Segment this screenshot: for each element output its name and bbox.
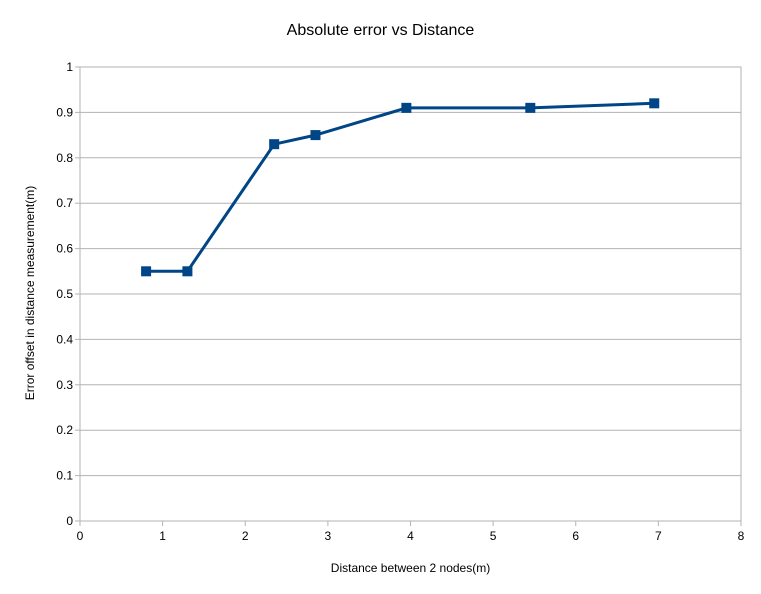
x-tick-label: 1 [159,529,166,543]
data-point [182,266,193,277]
y-tick-label: 0.1 [56,469,73,483]
data-point [525,102,536,113]
x-tick-label: 6 [572,529,579,543]
y-tick-label: 0.4 [56,332,73,346]
x-tick-label: 4 [407,529,414,543]
x-tick-label: 3 [325,529,332,543]
y-tick-label: 0.6 [56,242,73,256]
x-tick-label: 7 [655,529,662,543]
series-line [146,101,655,273]
data-point [649,98,660,109]
x-axis-label: Distance between 2 nodes(m) [330,561,491,575]
x-tick-label: 5 [490,529,497,543]
data-point [141,266,152,277]
x-tick-label: 8 [738,529,745,543]
y-tick-label: 0.8 [56,151,73,165]
y-tick-label: 0.5 [56,287,73,301]
y-tick-label: 0 [66,514,73,528]
data-point [269,139,280,150]
data-point [401,102,412,113]
data-point [310,130,321,141]
y-axis-label: Error offset in distance measurement(m) [23,185,37,401]
y-tick-label: 1 [66,60,73,74]
x-tick-label: 0 [77,529,84,543]
x-tick-label: 2 [242,529,249,543]
y-tick-label: 0.9 [56,105,73,119]
y-tick-label: 0.7 [56,196,73,210]
y-tick-label: 0.2 [56,423,73,437]
y-tick-label: 0.3 [56,378,73,392]
chart-title: Absolute error vs Distance [286,22,475,39]
